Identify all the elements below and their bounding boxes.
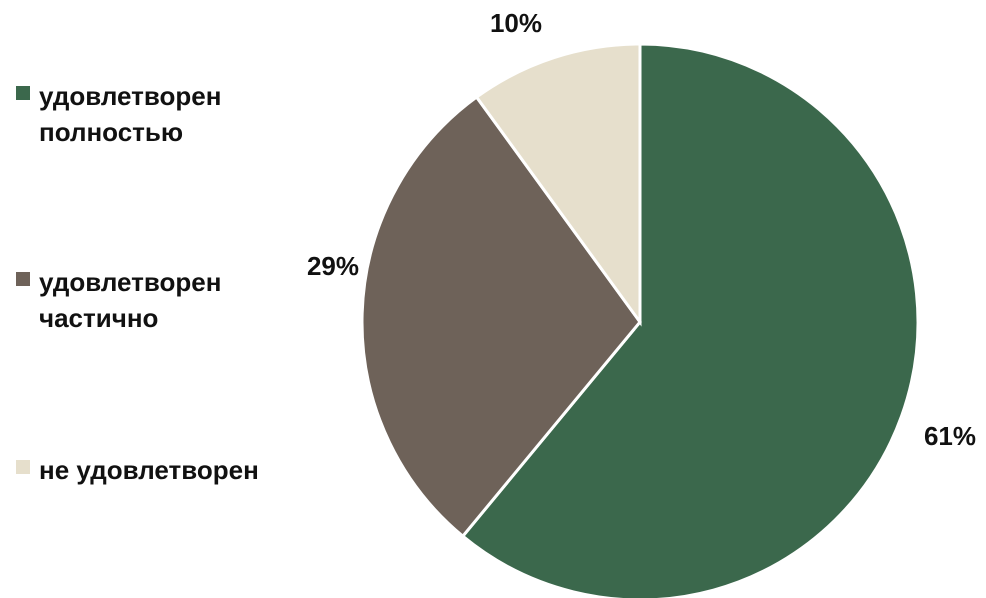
data-label: 10% — [490, 8, 542, 38]
legend-swatch — [16, 86, 30, 100]
legend-label: удовлетворен частично — [39, 267, 222, 333]
legend-item: не удовлетворен — [16, 452, 266, 488]
data-label: 29% — [307, 251, 359, 281]
legend-swatch — [16, 460, 30, 474]
legend-item: удовлетворен частично — [16, 264, 266, 336]
legend-label: удовлетворен полностью — [39, 81, 222, 147]
legend-swatch — [16, 272, 30, 286]
legend-item: удовлетворен полностью — [16, 78, 266, 150]
data-label: 61% — [924, 421, 976, 451]
pie-slice — [474, 42, 642, 327]
legend-label: не удовлетворен — [39, 455, 259, 485]
pie-slice — [360, 94, 642, 539]
